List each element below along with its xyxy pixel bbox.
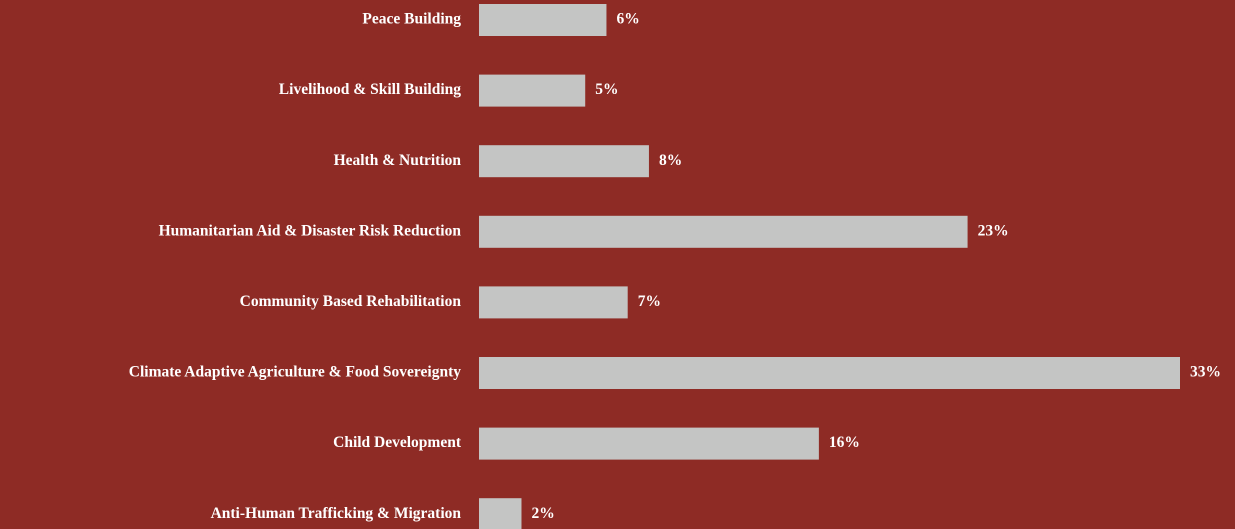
category-label: Climate Adaptive Agriculture & Food Sove… <box>129 364 461 381</box>
value-label: 5% <box>595 81 618 98</box>
value-label: 2% <box>531 505 554 522</box>
value-label: 8% <box>659 152 682 169</box>
value-label: 7% <box>638 293 661 310</box>
category-label: Community Based Rehabilitation <box>240 293 462 310</box>
bar <box>479 498 522 529</box>
value-label: 16% <box>829 434 860 451</box>
bar <box>479 215 968 248</box>
bar <box>479 74 586 107</box>
category-label: Humanitarian Aid & Disaster Risk Reducti… <box>159 222 462 239</box>
category-label: Health & Nutrition <box>334 152 462 169</box>
bar <box>479 145 649 178</box>
bar <box>479 4 607 36</box>
value-label: 33% <box>1190 364 1221 381</box>
value-label: 23% <box>978 222 1009 239</box>
category-label: Livelihood & Skill Building <box>279 81 461 98</box>
bar <box>479 357 1180 389</box>
category-label: Anti-Human Trafficking & Migration <box>211 505 462 522</box>
category-label: Peace Building <box>362 11 461 28</box>
value-label: 6% <box>616 11 639 28</box>
category-label: Child Development <box>333 434 462 451</box>
bar <box>479 427 819 460</box>
bar <box>479 286 628 319</box>
